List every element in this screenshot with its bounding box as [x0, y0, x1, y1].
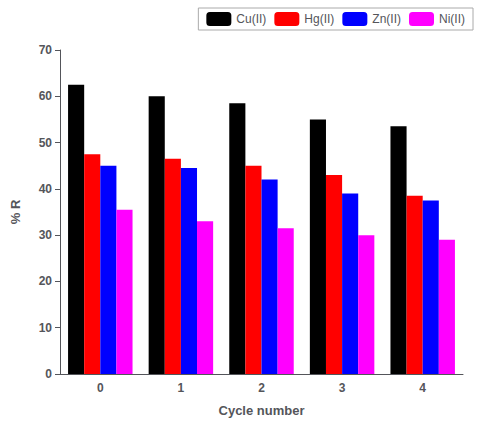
svg-text:3: 3 [339, 381, 346, 395]
svg-text:30: 30 [39, 228, 53, 242]
svg-text:10: 10 [39, 321, 53, 335]
svg-text:20: 20 [39, 274, 53, 288]
svg-text:0: 0 [45, 367, 52, 381]
svg-text:40: 40 [39, 182, 53, 196]
svg-text:Cycle number: Cycle number [219, 403, 305, 418]
svg-text:50: 50 [39, 136, 53, 150]
svg-text:Ni(II): Ni(II) [439, 12, 465, 26]
svg-text:Cu(II): Cu(II) [236, 12, 266, 26]
svg-text:Zn(II): Zn(II) [372, 12, 401, 26]
svg-text:0: 0 [97, 381, 104, 395]
svg-text:Hg(II): Hg(II) [304, 12, 334, 26]
svg-text:70: 70 [39, 43, 53, 57]
svg-text:% R: % R [8, 199, 23, 224]
svg-text:4: 4 [419, 381, 426, 395]
svg-text:60: 60 [39, 89, 53, 103]
svg-text:2: 2 [258, 381, 265, 395]
svg-text:1: 1 [178, 381, 185, 395]
